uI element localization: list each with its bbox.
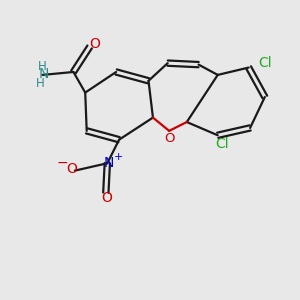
Text: O: O [101,191,112,205]
Text: O: O [164,132,174,145]
Text: O: O [89,37,100,51]
Text: H: H [38,60,47,73]
Text: O: O [66,162,77,176]
Text: +: + [114,152,123,162]
Text: Cl: Cl [258,56,272,70]
Text: N: N [39,67,49,81]
Text: H: H [36,77,44,90]
Text: Cl: Cl [215,136,229,151]
Text: −: − [57,156,68,170]
Text: N: N [103,156,114,170]
